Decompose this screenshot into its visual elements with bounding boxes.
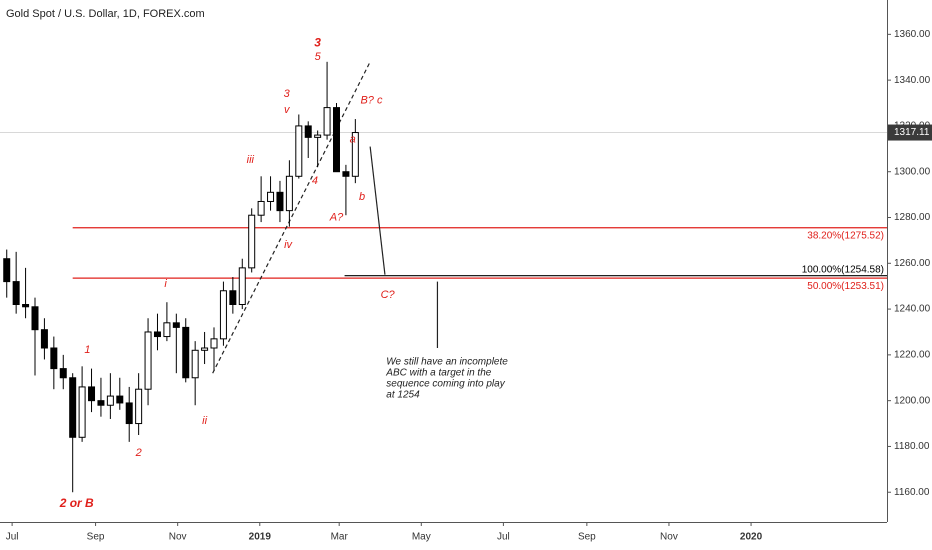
candle-body bbox=[201, 347, 209, 351]
wave-label: 4 bbox=[312, 175, 318, 187]
y-tick-label: 1200.00 bbox=[894, 395, 931, 406]
candle-body bbox=[267, 191, 275, 202]
wave-label: B? c bbox=[360, 95, 383, 107]
candle-body bbox=[229, 290, 237, 305]
x-tick-label: 2020 bbox=[740, 532, 763, 543]
candle-body bbox=[210, 338, 218, 349]
candle-body bbox=[153, 331, 161, 338]
x-tick-label: Jul bbox=[497, 532, 510, 543]
x-tick-label: 2019 bbox=[249, 532, 272, 543]
note-line: We still have an incomplete bbox=[386, 356, 508, 367]
wave-label: iv bbox=[284, 239, 293, 251]
y-tick-label: 1160.00 bbox=[894, 487, 930, 498]
wave-label: i bbox=[164, 278, 167, 290]
y-tick-label: 1280.00 bbox=[894, 212, 931, 223]
last-price-label: 1317.11 bbox=[894, 127, 930, 138]
x-tick-label: Nov bbox=[169, 532, 187, 543]
candle-body bbox=[248, 214, 256, 269]
last-price-box bbox=[888, 124, 932, 141]
wave-label: a bbox=[350, 134, 356, 146]
wave-label: ii bbox=[202, 415, 207, 427]
x-tick-label: Jul bbox=[6, 532, 19, 543]
x-tick-label: May bbox=[412, 532, 431, 543]
drawing-line bbox=[369, 146, 386, 275]
y-tick-label: 1180.00 bbox=[894, 441, 930, 452]
candle-body bbox=[314, 134, 322, 138]
candle-body bbox=[276, 191, 284, 212]
chart-title: Gold Spot / U.S. Dollar, 1D, FOREX.com bbox=[6, 8, 205, 20]
wave-label: 3 bbox=[314, 36, 321, 50]
plot: 38.20%(1275.52) 50.00%(1253.51) 100.00%(12… bbox=[0, 36, 887, 510]
y-tick-label: 1220.00 bbox=[894, 350, 931, 361]
candle-body bbox=[69, 377, 77, 438]
wave-label: iii bbox=[247, 154, 255, 166]
candle-body bbox=[31, 306, 39, 331]
note-line: ABC with a target in the bbox=[385, 367, 491, 378]
note-line: at 1254 bbox=[386, 389, 420, 400]
wave-label: A? bbox=[329, 211, 344, 223]
level-label: 38.20%(1275.52) bbox=[807, 230, 884, 241]
candle-body bbox=[191, 349, 199, 379]
wave-label: 3 bbox=[284, 88, 291, 100]
candle-body bbox=[304, 125, 312, 138]
candle-body bbox=[144, 331, 152, 390]
candle-body bbox=[78, 386, 86, 438]
candle-body bbox=[135, 388, 143, 425]
y-tick-label: 1340.00 bbox=[894, 75, 931, 86]
x-tick-label: Nov bbox=[660, 532, 678, 543]
candle-body bbox=[3, 258, 11, 283]
note-line: sequence coming into play bbox=[386, 378, 505, 389]
wave-label: 2 bbox=[135, 447, 142, 459]
wave-label: 1 bbox=[84, 344, 90, 356]
y-tick-label: 1360.00 bbox=[894, 29, 931, 40]
y-tick-label: 1260.00 bbox=[894, 258, 931, 269]
candle-body bbox=[116, 395, 124, 404]
candle-body bbox=[351, 132, 359, 177]
candle-body bbox=[238, 267, 246, 305]
candle-body bbox=[50, 347, 58, 370]
candle-body bbox=[22, 304, 30, 308]
level-label: 100.00%(1254.58) bbox=[802, 264, 884, 275]
candle-body bbox=[172, 322, 180, 328]
candle-body bbox=[323, 107, 331, 136]
candle-body bbox=[59, 368, 67, 379]
x-tick-label: Sep bbox=[87, 532, 105, 543]
candle-body bbox=[219, 290, 227, 340]
candle-body bbox=[125, 402, 133, 425]
wave-label: v bbox=[284, 104, 291, 116]
candle-body bbox=[285, 175, 293, 212]
candle-body bbox=[88, 386, 96, 402]
level-label: 50.00%(1253.51) bbox=[807, 281, 884, 292]
candle-body bbox=[12, 281, 20, 305]
candle-body bbox=[295, 125, 303, 177]
y-tick-label: 1240.00 bbox=[894, 304, 931, 315]
candle-body bbox=[332, 107, 340, 173]
wave-label: C? bbox=[381, 289, 396, 301]
drawing-line bbox=[212, 61, 371, 374]
candle-body bbox=[40, 329, 48, 349]
candle-body bbox=[97, 400, 105, 406]
candle-body bbox=[257, 200, 265, 216]
wave-label: 5 bbox=[315, 51, 322, 63]
wave-label: 2 or B bbox=[59, 496, 94, 510]
candle-body bbox=[342, 171, 350, 177]
candle-body bbox=[163, 322, 171, 338]
candle-body bbox=[106, 395, 114, 406]
candle-body bbox=[182, 326, 190, 379]
x-tick-label: Mar bbox=[331, 532, 349, 543]
x-tick-label: Sep bbox=[578, 532, 596, 543]
wave-label: b bbox=[359, 191, 365, 203]
y-tick-label: 1300.00 bbox=[894, 166, 931, 177]
